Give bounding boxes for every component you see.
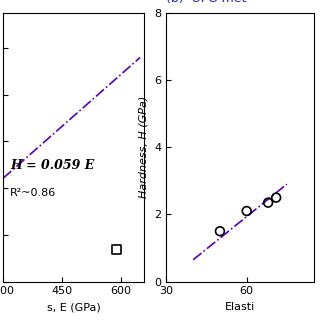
Point bbox=[217, 228, 222, 234]
Y-axis label: Hardness, H (GPa): Hardness, H (GPa) bbox=[139, 96, 149, 198]
Point bbox=[244, 209, 249, 214]
Point bbox=[114, 247, 119, 252]
Point bbox=[266, 200, 271, 205]
Text: R²~0.86: R²~0.86 bbox=[10, 188, 57, 197]
X-axis label: Elasti: Elasti bbox=[225, 302, 255, 312]
Point bbox=[274, 195, 279, 200]
X-axis label: s, E (GPa): s, E (GPa) bbox=[47, 302, 100, 312]
Text: H = 0.059 E: H = 0.059 E bbox=[10, 159, 94, 172]
Text: (b)  UFG met: (b) UFG met bbox=[166, 0, 247, 5]
